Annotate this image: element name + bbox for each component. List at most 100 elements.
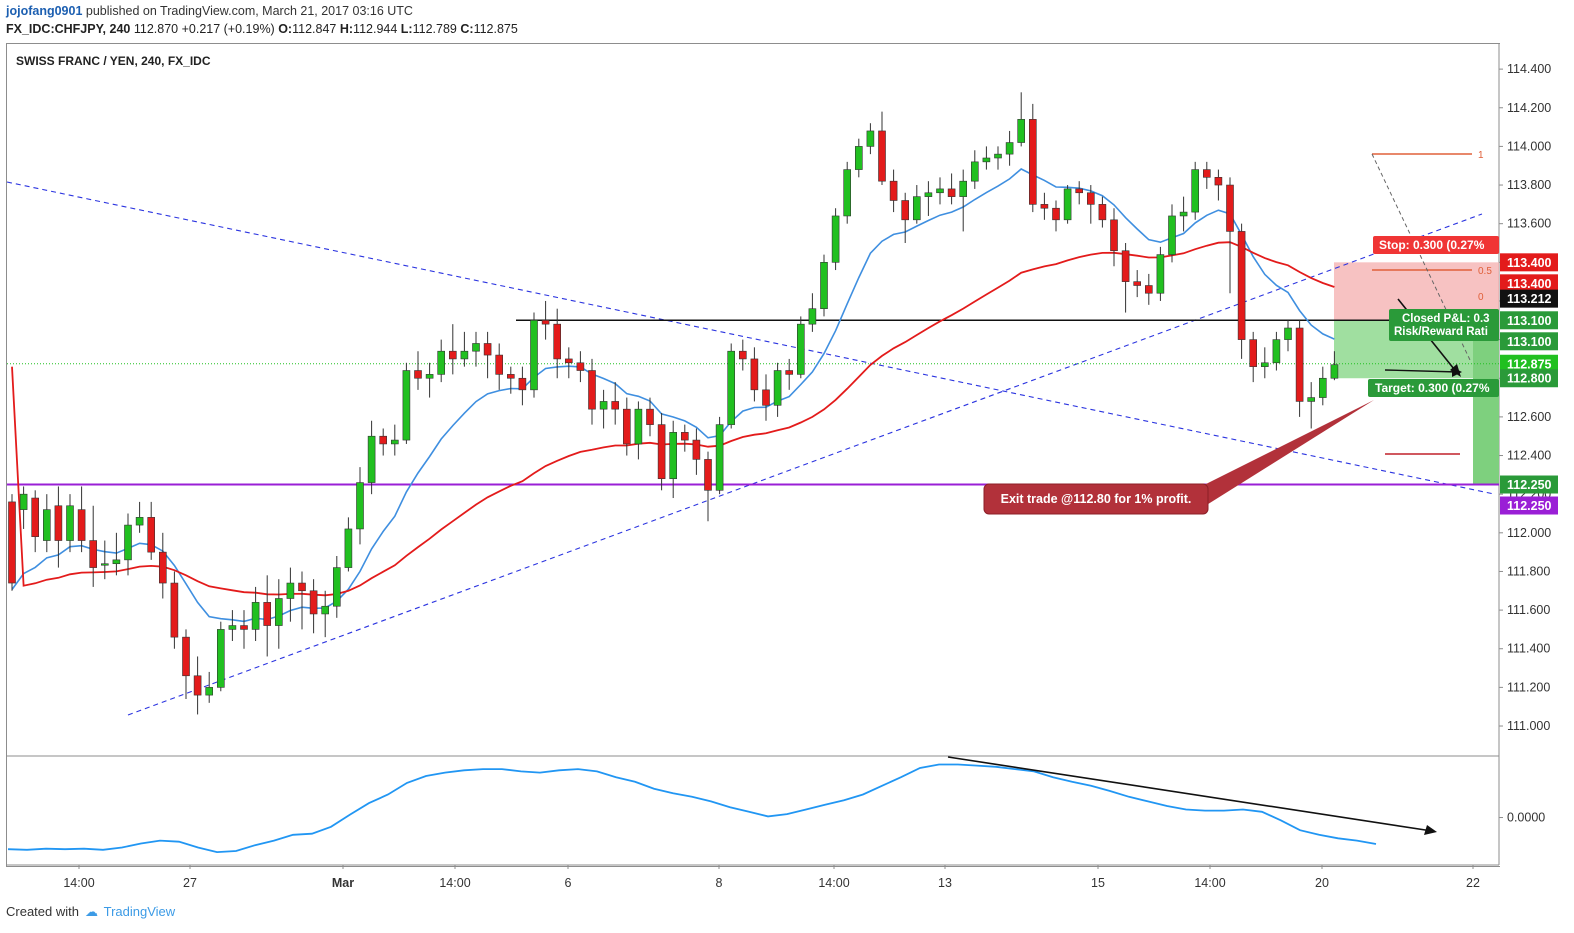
- candle: [808, 293, 817, 332]
- candle: [773, 362, 782, 417]
- candle-body: [982, 157, 991, 163]
- candle: [994, 146, 1002, 170]
- candle-body: [472, 343, 480, 352]
- candle: [1005, 130, 1014, 166]
- candle: [704, 451, 712, 522]
- candle-body: [704, 459, 712, 491]
- candle-body: [367, 435, 376, 483]
- candle-body: [901, 200, 910, 221]
- candle-body: [42, 509, 51, 541]
- candle: [147, 501, 155, 560]
- risk-reward-label: Risk/Reward Rati: [1394, 326, 1488, 338]
- candle: [1272, 331, 1281, 371]
- candle: [332, 555, 341, 618]
- candle-body: [1121, 250, 1130, 282]
- candle-body: [332, 567, 341, 607]
- entry-arrow-head-icon: [1452, 367, 1462, 377]
- candle: [135, 501, 144, 533]
- candle-body: [147, 517, 155, 553]
- candle: [101, 540, 109, 580]
- candle: [1098, 196, 1107, 228]
- candle: [553, 308, 562, 379]
- time-tick-label: 14:00: [439, 876, 470, 890]
- footer: Created with ☁ TradingView: [6, 904, 175, 920]
- candle-body: [1295, 327, 1304, 402]
- candle-body: [1029, 119, 1037, 205]
- price-badge: [1500, 475, 1558, 494]
- candle-body: [31, 497, 40, 537]
- candle-body: [1145, 285, 1153, 294]
- oscillator-line: [7, 763, 1377, 854]
- candle: [263, 575, 272, 657]
- candle-body: [425, 374, 434, 379]
- publish-info: jojofang0901 published on TradingView.co…: [6, 4, 413, 18]
- candle-body: [159, 551, 167, 584]
- candle: [831, 208, 840, 271]
- candle: [820, 254, 828, 317]
- candle-body: [947, 188, 956, 197]
- candle-body: [669, 432, 678, 480]
- candle: [1284, 320, 1292, 352]
- candle-body: [1110, 219, 1118, 252]
- candle: [1179, 196, 1188, 232]
- candle: [1017, 92, 1026, 147]
- candle-body: [1284, 327, 1292, 340]
- candle: [1063, 185, 1072, 224]
- candle-body: [1330, 364, 1339, 379]
- candle: [228, 610, 237, 642]
- candle: [205, 671, 213, 703]
- candle: [1052, 200, 1060, 232]
- candle-body: [1226, 184, 1234, 232]
- candle-body: [495, 354, 504, 375]
- price-badge: [1500, 311, 1558, 330]
- candle: [634, 401, 643, 460]
- candle: [936, 177, 944, 205]
- candle: [495, 343, 504, 390]
- candle-body: [1063, 188, 1072, 221]
- symbol-interval: FX_IDC:CHFJPY, 240: [6, 22, 131, 36]
- stop-label-box: [1373, 236, 1499, 254]
- candle-body: [506, 374, 515, 379]
- price-tick-label: 113.800: [1507, 178, 1551, 192]
- time-tick-label: 22: [1466, 876, 1480, 890]
- price-badge-label: 112.800: [1507, 372, 1552, 386]
- divergence-arrow-head-icon: [1424, 825, 1437, 835]
- price-badge: [1500, 496, 1558, 515]
- high-value: 112.944: [353, 22, 398, 36]
- username-link[interactable]: jojofang0901: [6, 4, 83, 18]
- candle: [657, 413, 666, 491]
- candle: [982, 146, 991, 170]
- candle: [796, 316, 805, 379]
- tradingview-logo-icon[interactable]: ☁: [84, 904, 98, 919]
- candle: [541, 300, 550, 340]
- candle-body: [843, 169, 852, 217]
- candle: [414, 351, 422, 390]
- candle-body: [251, 602, 260, 630]
- candle-body: [217, 629, 225, 688]
- candle: [889, 169, 898, 213]
- candle-body: [54, 505, 63, 541]
- candle: [182, 629, 190, 699]
- time-tick-label: 14:00: [63, 876, 94, 890]
- price-tick-label: 114.400: [1507, 62, 1551, 76]
- tradingview-link[interactable]: TradingView: [103, 904, 176, 919]
- candle: [1145, 273, 1153, 305]
- exit-trade-callout: [983, 483, 1209, 515]
- candle: [646, 397, 654, 437]
- candle-body: [1319, 377, 1327, 398]
- candle-body: [483, 343, 492, 356]
- candle: [506, 366, 515, 394]
- low-label: L:: [400, 22, 413, 36]
- price-tick-label: 111.600: [1507, 603, 1550, 617]
- candle: [425, 362, 434, 398]
- candle-body: [356, 482, 364, 530]
- candle: [970, 150, 979, 189]
- candle: [379, 428, 388, 456]
- entry-arrow-line: [1384, 369, 1459, 373]
- price-badge-label: 113.400: [1507, 277, 1552, 291]
- candle-body: [124, 524, 132, 561]
- candle-body: [286, 582, 295, 599]
- candle: [309, 579, 318, 634]
- time-tick-label: 6: [565, 876, 572, 890]
